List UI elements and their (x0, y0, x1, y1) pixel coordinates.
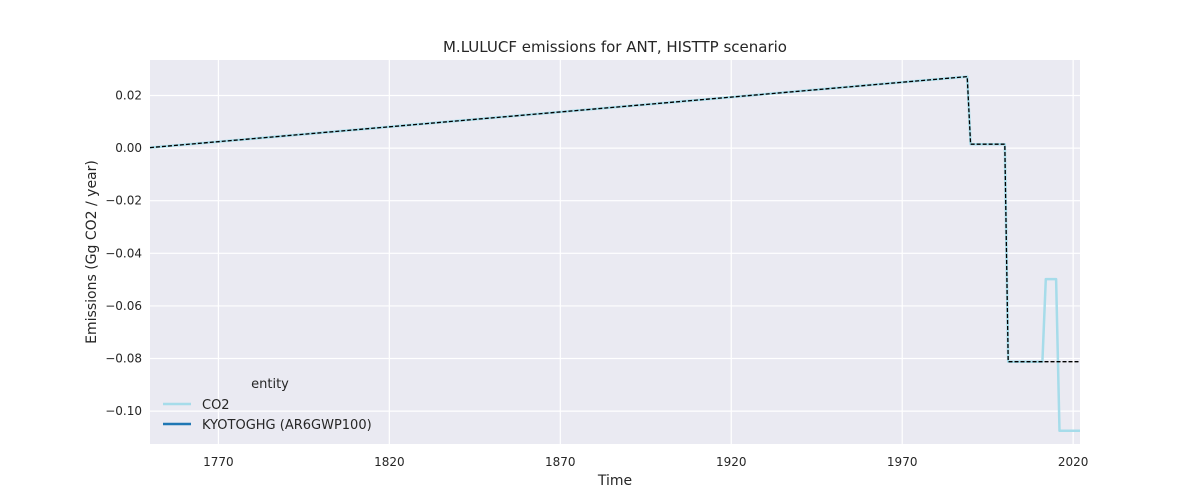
y-tick-label: 0.02 (115, 89, 142, 103)
y-tick-label: −0.02 (105, 194, 142, 208)
legend-title: entity (251, 377, 289, 392)
y-tick-label: −0.04 (105, 246, 142, 260)
x-tick-label: 1870 (545, 455, 576, 469)
x-tick-label: 1770 (203, 455, 234, 469)
x-tick-labels: 1770 1820 1870 1920 1970 2020 (203, 455, 1088, 469)
x-tick-label: 2020 (1058, 455, 1089, 469)
legend: entity CO2 KYOTOGHG (AR6GWP100) (163, 377, 372, 433)
y-tick-labels: 0.02 0.00 −0.02 −0.04 −0.06 −0.08 −0.10 (105, 89, 142, 419)
plot-background (150, 60, 1080, 444)
grid-lines (150, 60, 1080, 444)
legend-label-kyotoghg: KYOTOGHG (AR6GWP100) (202, 418, 372, 433)
x-tick-label: 1970 (887, 455, 918, 469)
x-tick-label: 1820 (374, 455, 405, 469)
y-tick-label: −0.06 (105, 299, 142, 313)
y-axis-label: Emissions (Gg CO2 / year) (84, 160, 100, 344)
series-layer (149, 75, 1080, 433)
y-tick-label: −0.10 (105, 404, 142, 418)
y-tick-label: −0.08 (105, 352, 142, 366)
legend-label-co2: CO2 (202, 398, 230, 413)
x-axis-label: Time (597, 473, 632, 489)
x-tick-label: 1920 (716, 455, 747, 469)
chart-title: M.LULUCF emissions for ANT, HISTTP scena… (443, 38, 787, 56)
y-tick-label: 0.00 (115, 141, 142, 155)
